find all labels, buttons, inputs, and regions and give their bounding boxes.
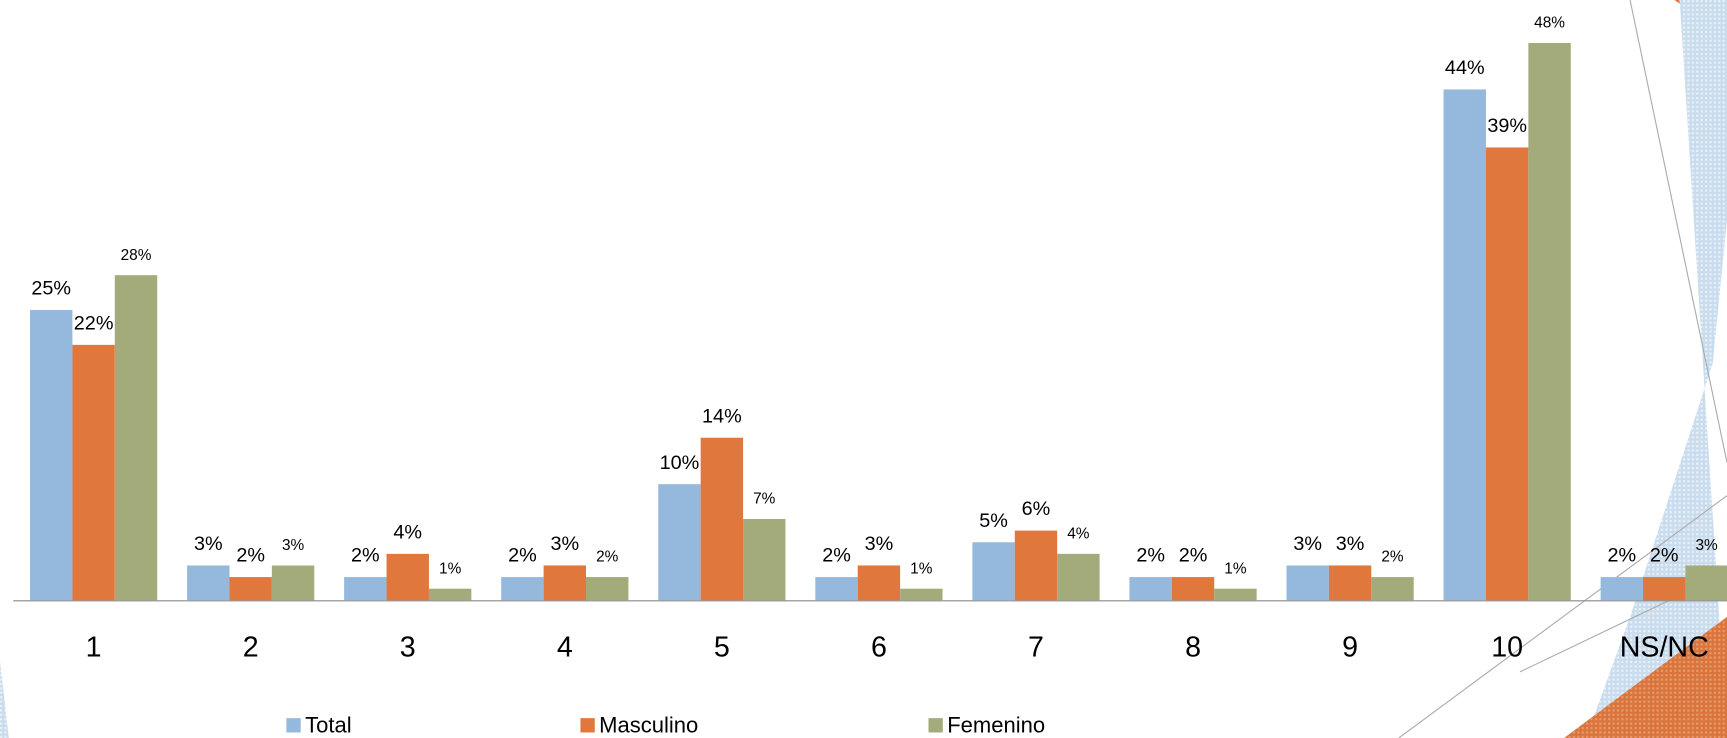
data-label: 4% <box>393 521 422 543</box>
bar <box>72 344 115 601</box>
bar <box>344 577 387 601</box>
bar <box>229 577 272 601</box>
data-label: 1% <box>1224 560 1247 577</box>
data-label: 6% <box>1022 498 1051 520</box>
bar <box>386 553 429 601</box>
bar <box>1328 565 1372 601</box>
bar <box>900 588 943 601</box>
data-label: 48% <box>1534 15 1565 32</box>
data-label: 2% <box>1136 545 1165 567</box>
x-tick-label: 2 <box>243 631 259 663</box>
bar <box>1129 577 1172 601</box>
bar <box>187 565 230 601</box>
data-label: 2% <box>1381 549 1404 566</box>
data-label: 2% <box>508 545 537 567</box>
data-label: 39% <box>1487 115 1527 137</box>
data-label: 3% <box>1336 533 1365 555</box>
x-tick-label: 3 <box>400 631 416 663</box>
bar <box>114 275 158 601</box>
data-label: 3% <box>1293 533 1322 555</box>
x-tick-label: 9 <box>1342 631 1358 663</box>
legend-label: Masculino <box>599 712 698 737</box>
data-label: 14% <box>702 405 742 427</box>
data-label: 2% <box>596 549 619 566</box>
x-tick-label: 6 <box>871 631 887 663</box>
bar <box>1600 577 1644 601</box>
bar <box>815 577 858 601</box>
x-tick-label: 10 <box>1491 631 1523 663</box>
bar <box>30 310 73 601</box>
x-tick-label: 7 <box>1028 631 1044 663</box>
data-label: 10% <box>660 452 700 474</box>
legend-swatch <box>928 718 943 733</box>
bar <box>543 565 587 601</box>
bar <box>1443 89 1486 601</box>
bar <box>1214 588 1257 601</box>
bar <box>658 484 701 601</box>
bar <box>972 542 1015 601</box>
data-label: 2% <box>1650 545 1679 567</box>
x-tick-label: 4 <box>557 631 573 663</box>
data-label: 2% <box>822 545 851 567</box>
x-tick-label: 8 <box>1185 631 1201 663</box>
bar <box>743 519 786 601</box>
legend-label: Femenino <box>947 712 1045 737</box>
bar <box>1286 565 1329 601</box>
data-label: 7% <box>753 491 776 508</box>
bar <box>1528 42 1571 601</box>
data-label: 2% <box>351 545 380 567</box>
bar <box>1171 577 1215 601</box>
bar <box>271 565 315 601</box>
x-tick-label: 5 <box>714 631 730 663</box>
legend-label: Total <box>305 712 352 737</box>
data-label: 3% <box>282 537 305 554</box>
data-label: 44% <box>1445 57 1485 79</box>
x-tick-label: 1 <box>86 631 102 663</box>
bar <box>501 577 544 601</box>
data-label: 3% <box>194 533 223 555</box>
data-label: 3% <box>865 533 894 555</box>
data-label: 2% <box>1607 545 1636 567</box>
bar <box>1014 530 1058 601</box>
data-label: 2% <box>1179 545 1208 567</box>
bar <box>1685 565 1727 601</box>
data-label: 5% <box>979 510 1008 532</box>
bar <box>586 577 629 601</box>
data-label: 3% <box>550 533 579 555</box>
data-label: 22% <box>74 312 114 334</box>
legend-swatch <box>580 718 595 733</box>
data-label: 2% <box>236 545 265 567</box>
data-label: 3% <box>1695 537 1718 554</box>
data-label: 25% <box>31 278 71 300</box>
data-label: 1% <box>910 560 933 577</box>
bar <box>700 437 744 601</box>
bar <box>1485 147 1529 601</box>
bar <box>428 588 472 601</box>
data-label: 4% <box>1067 525 1090 542</box>
data-label: 1% <box>439 560 462 577</box>
legend-swatch <box>286 718 301 733</box>
bar <box>1643 577 1686 601</box>
bar <box>1371 577 1414 601</box>
x-tick-label: NS/NC <box>1620 631 1709 663</box>
bar <box>857 565 901 601</box>
bar <box>1057 553 1100 601</box>
data-label: 28% <box>121 247 152 264</box>
